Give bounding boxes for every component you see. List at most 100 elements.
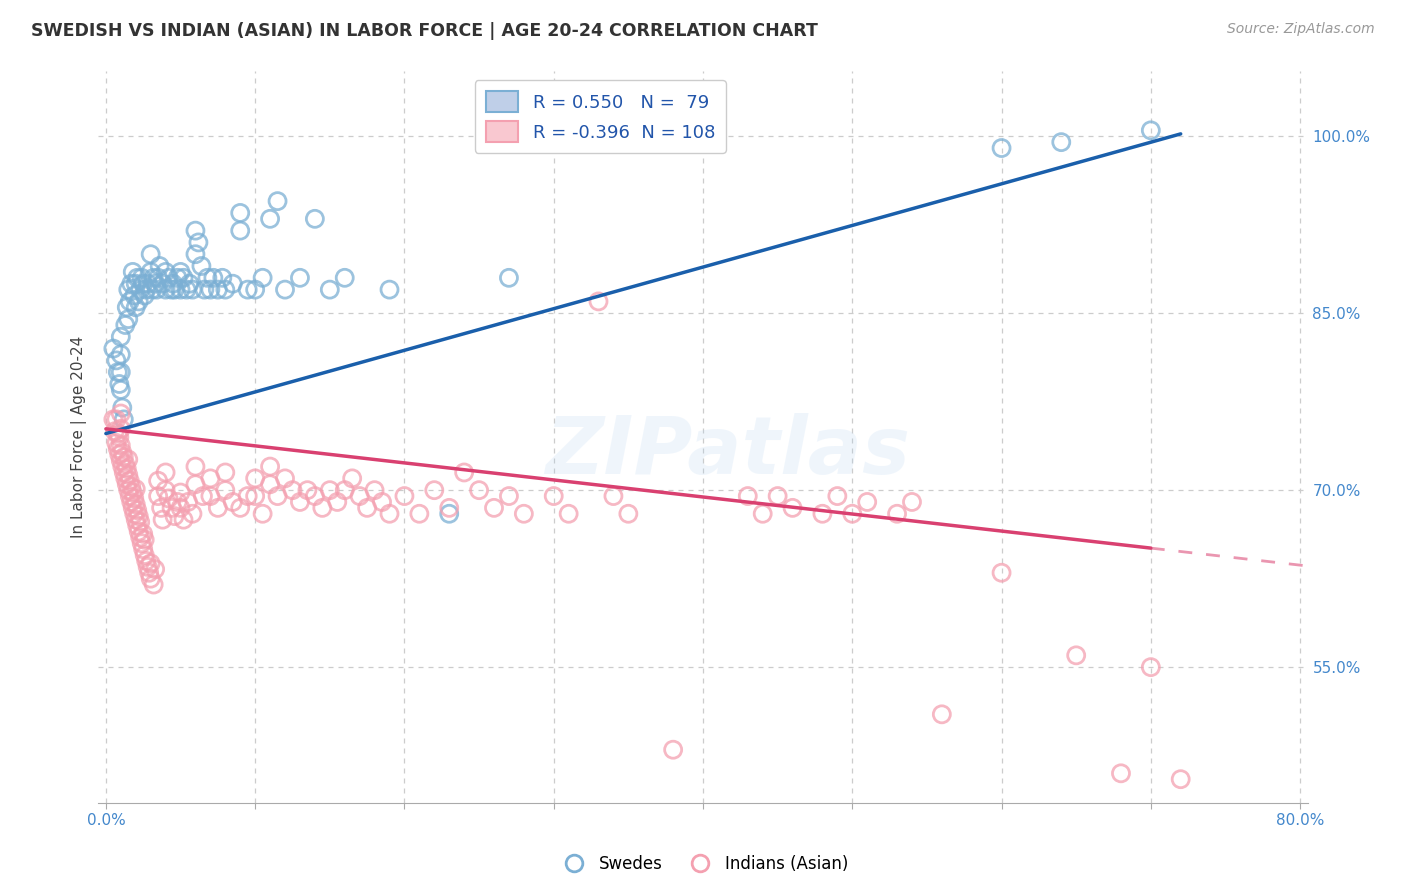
Point <box>128 509 150 524</box>
Point <box>162 277 184 291</box>
Point <box>827 489 849 503</box>
Point <box>349 489 371 503</box>
Point <box>1050 135 1073 149</box>
Point <box>142 270 165 285</box>
Point <box>588 294 610 309</box>
Point <box>134 533 156 547</box>
Point <box>111 401 134 415</box>
Point <box>274 283 297 297</box>
Point <box>304 489 326 503</box>
Point <box>132 526 155 541</box>
Point <box>104 424 127 438</box>
Point <box>222 277 245 291</box>
Point <box>931 707 953 722</box>
Legend: Swedes, Indians (Asian): Swedes, Indians (Asian) <box>551 848 855 880</box>
Point <box>115 301 138 315</box>
Point <box>110 407 132 421</box>
Point <box>214 283 236 297</box>
Point <box>160 283 183 297</box>
Point <box>110 330 132 344</box>
Point <box>340 471 363 485</box>
Point <box>214 483 236 498</box>
Point <box>132 542 155 557</box>
Point <box>105 412 128 426</box>
Point <box>211 270 233 285</box>
Point <box>108 430 131 444</box>
Point <box>110 365 132 379</box>
Point <box>191 489 214 503</box>
Point <box>152 277 174 291</box>
Point <box>122 288 145 302</box>
Point <box>266 194 288 208</box>
Point <box>127 518 149 533</box>
Point <box>181 507 204 521</box>
Point <box>259 211 281 226</box>
Point <box>134 288 156 302</box>
Point <box>139 572 162 586</box>
Point <box>841 507 863 521</box>
Point <box>333 483 356 498</box>
Point <box>901 495 924 509</box>
Point <box>141 283 163 297</box>
Point <box>662 742 685 756</box>
Text: Source: ZipAtlas.com: Source: ZipAtlas.com <box>1227 22 1375 37</box>
Point <box>356 500 378 515</box>
Point <box>782 500 804 515</box>
Point <box>297 483 319 498</box>
Point <box>139 247 162 261</box>
Point <box>152 513 174 527</box>
Point <box>108 376 131 391</box>
Point <box>131 270 153 285</box>
Point <box>146 489 169 503</box>
Point <box>110 438 132 452</box>
Point <box>132 277 155 291</box>
Point <box>266 489 288 503</box>
Point <box>408 507 430 521</box>
Point <box>229 224 252 238</box>
Point <box>112 466 135 480</box>
Point <box>236 283 259 297</box>
Point <box>181 283 204 297</box>
Point <box>602 489 624 503</box>
Point <box>197 270 219 285</box>
Point <box>319 483 342 498</box>
Point <box>120 480 142 494</box>
Point <box>207 500 229 515</box>
Point <box>371 495 394 509</box>
Point <box>125 497 148 511</box>
Point <box>200 471 222 485</box>
Point <box>125 482 148 496</box>
Point <box>751 507 773 521</box>
Point <box>288 270 311 285</box>
Point <box>117 283 139 297</box>
Point <box>179 277 201 291</box>
Point <box>155 483 177 498</box>
Point <box>134 548 156 562</box>
Point <box>136 277 159 291</box>
Point <box>557 507 579 521</box>
Point <box>163 283 186 297</box>
Point <box>184 224 207 238</box>
Point <box>121 500 143 515</box>
Point <box>498 489 520 503</box>
Point <box>110 453 132 467</box>
Point <box>184 247 207 261</box>
Point <box>737 489 759 503</box>
Point <box>200 489 222 503</box>
Point <box>326 495 349 509</box>
Point <box>149 259 172 273</box>
Point <box>107 426 129 441</box>
Point <box>394 489 416 503</box>
Point <box>378 283 401 297</box>
Point <box>121 265 143 279</box>
Point <box>108 448 131 462</box>
Point <box>1140 123 1163 137</box>
Point <box>214 466 236 480</box>
Point <box>112 450 135 464</box>
Point <box>184 477 207 491</box>
Point <box>1109 766 1132 780</box>
Point <box>114 318 136 332</box>
Point <box>202 270 225 285</box>
Point <box>157 270 180 285</box>
Point <box>766 489 789 503</box>
